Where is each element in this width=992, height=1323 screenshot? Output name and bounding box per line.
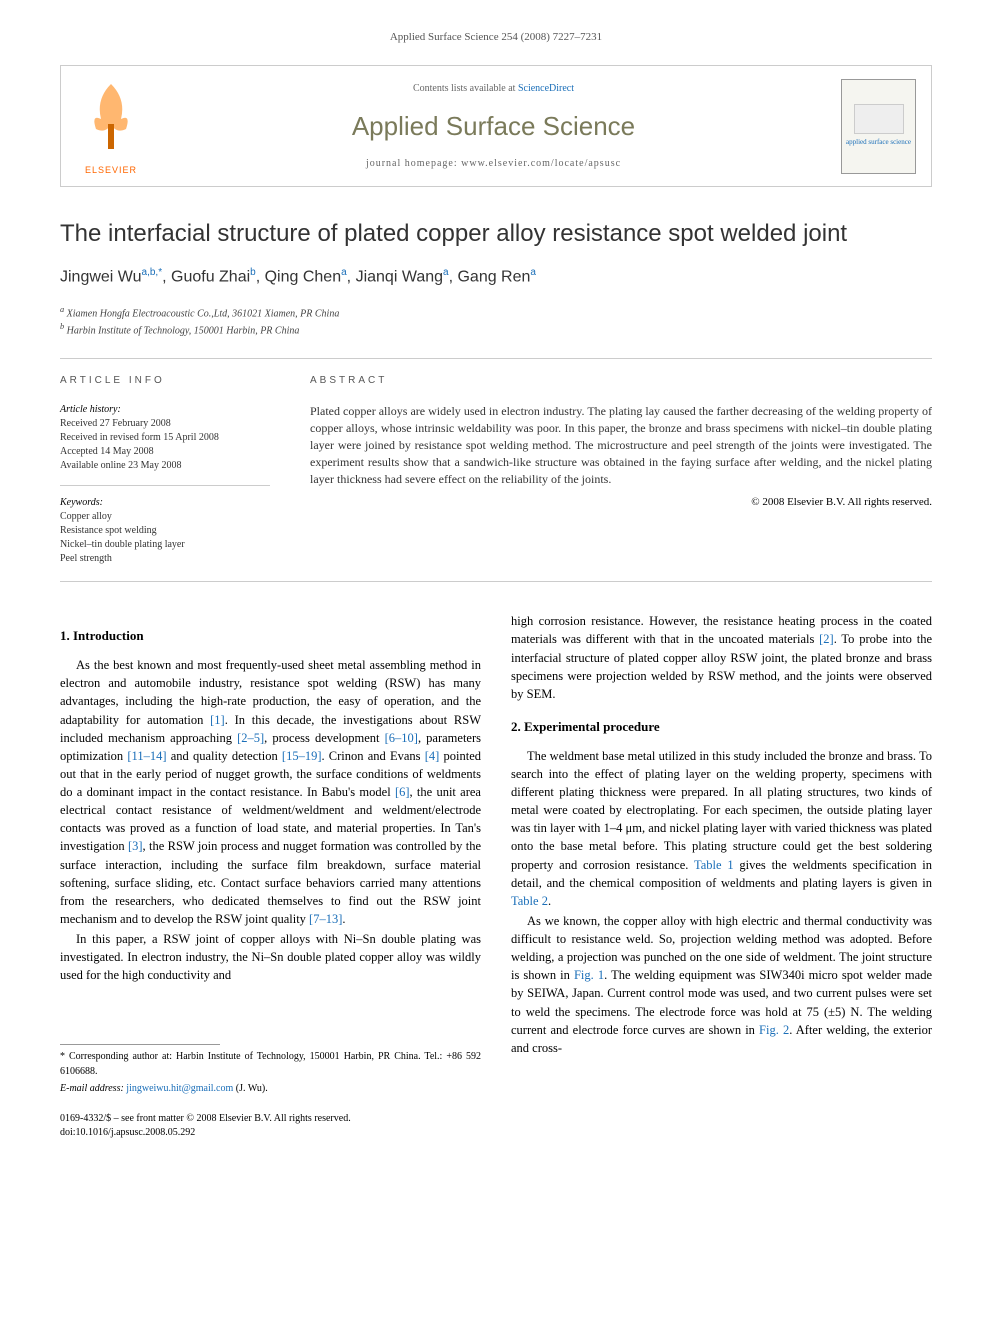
corresponding-author: * Corresponding author at: Harbin Instit… xyxy=(60,1050,481,1079)
email-line: E-mail address: jingweiwu.hit@gmail.com … xyxy=(60,1082,481,1097)
journal-title: Applied Surface Science xyxy=(161,108,826,144)
contents-line: Contents lists available at ScienceDirec… xyxy=(161,82,826,96)
elsevier-label: ELSEVIER xyxy=(76,164,146,177)
intro-p2: In this paper, a RSW joint of copper all… xyxy=(60,930,481,984)
sciencedirect-link[interactable]: ScienceDirect xyxy=(518,83,574,94)
elsevier-logo: ELSEVIER xyxy=(71,76,151,176)
revised: Received in revised form 15 April 2008 xyxy=(60,431,270,445)
online: Available online 23 May 2008 xyxy=(60,459,270,473)
article-title: The interfacial structure of plated copp… xyxy=(60,217,932,251)
accepted: Accepted 14 May 2008 xyxy=(60,445,270,459)
journal-masthead: ELSEVIER Contents lists available at Sci… xyxy=(60,65,932,187)
ref-6-10[interactable]: [6–10] xyxy=(385,731,418,745)
keyword-1: Resistance spot welding xyxy=(60,524,270,538)
left-column: 1. Introduction As the best known and mo… xyxy=(60,612,481,1141)
doi-line: doi:10.1016/j.apsusc.2008.05.292 xyxy=(60,1126,481,1141)
page-header: Applied Surface Science 254 (2008) 7227–… xyxy=(0,0,992,55)
ref-2-5[interactable]: [2–5] xyxy=(237,731,264,745)
article-info-heading: ARTICLE INFO xyxy=(60,374,270,388)
section-2-heading: 2. Experimental procedure xyxy=(511,718,932,737)
abstract-section: ABSTRACT Plated copper alloys are widely… xyxy=(310,374,932,566)
intro-p1: As the best known and most frequently-us… xyxy=(60,656,481,928)
keywords-label: Keywords: xyxy=(60,496,270,510)
ref-15-19[interactable]: [15–19] xyxy=(282,749,322,763)
abstract-heading: ABSTRACT xyxy=(310,374,932,388)
ref-2[interactable]: [2] xyxy=(819,632,834,646)
homepage-line: journal homepage: www.elsevier.com/locat… xyxy=(161,157,826,171)
fig-2-link[interactable]: Fig. 2 xyxy=(759,1023,789,1037)
table-2-link[interactable]: Table 2 xyxy=(511,894,548,908)
info-abstract-row: ARTICLE INFO Article history: Received 2… xyxy=(60,374,932,566)
right-column: high corrosion resistance. However, the … xyxy=(511,612,932,1141)
authors: Jingwei Wua,b,*, Guofu Zhaib, Qing Chena… xyxy=(60,266,932,289)
keyword-0: Copper alloy xyxy=(60,510,270,524)
ref-4[interactable]: [4] xyxy=(425,749,440,763)
divider-2 xyxy=(60,581,932,582)
keyword-2: Nickel–tin double plating layer xyxy=(60,538,270,552)
col2-p1: high corrosion resistance. However, the … xyxy=(511,612,932,703)
footnote-divider xyxy=(60,1044,220,1045)
history-label: Article history: xyxy=(60,403,270,417)
exp-p1: The weldment base metal utilized in this… xyxy=(511,747,932,910)
table-1-link[interactable]: Table 1 xyxy=(694,858,734,872)
received: Received 27 February 2008 xyxy=(60,417,270,431)
journal-cover: applied surface science xyxy=(841,79,916,174)
issn-line: 0169-4332/$ – see front matter © 2008 El… xyxy=(60,1112,481,1127)
body-columns: 1. Introduction As the best known and mo… xyxy=(60,612,932,1141)
email-link[interactable]: jingweiwu.hit@gmail.com xyxy=(126,1083,233,1094)
citation: Applied Surface Science 254 (2008) 7227–… xyxy=(390,31,602,43)
keyword-3: Peel strength xyxy=(60,552,270,566)
ref-6[interactable]: [6] xyxy=(395,785,410,799)
ref-7-13[interactable]: [7–13] xyxy=(309,912,342,926)
elsevier-tree-icon xyxy=(76,74,146,164)
abstract-text: Plated copper alloys are widely used in … xyxy=(310,403,932,487)
divider xyxy=(60,358,932,359)
affiliation-a: a Xiamen Hongfa Electroacoustic Co.,Ltd,… xyxy=(60,304,932,321)
ref-1[interactable]: [1] xyxy=(210,713,225,727)
copyright: © 2008 Elsevier B.V. All rights reserved… xyxy=(310,495,932,510)
affiliations: a Xiamen Hongfa Electroacoustic Co.,Ltd,… xyxy=(60,304,932,339)
ref-3[interactable]: [3] xyxy=(128,839,143,853)
section-1-heading: 1. Introduction xyxy=(60,627,481,646)
journal-center: Contents lists available at ScienceDirec… xyxy=(161,82,826,170)
affiliation-b: b Harbin Institute of Technology, 150001… xyxy=(60,321,932,338)
fig-1-link[interactable]: Fig. 1 xyxy=(574,968,604,982)
article-info: ARTICLE INFO Article history: Received 2… xyxy=(60,374,270,566)
ref-11-14[interactable]: [11–14] xyxy=(127,749,166,763)
exp-p2: As we known, the copper alloy with high … xyxy=(511,912,932,1057)
